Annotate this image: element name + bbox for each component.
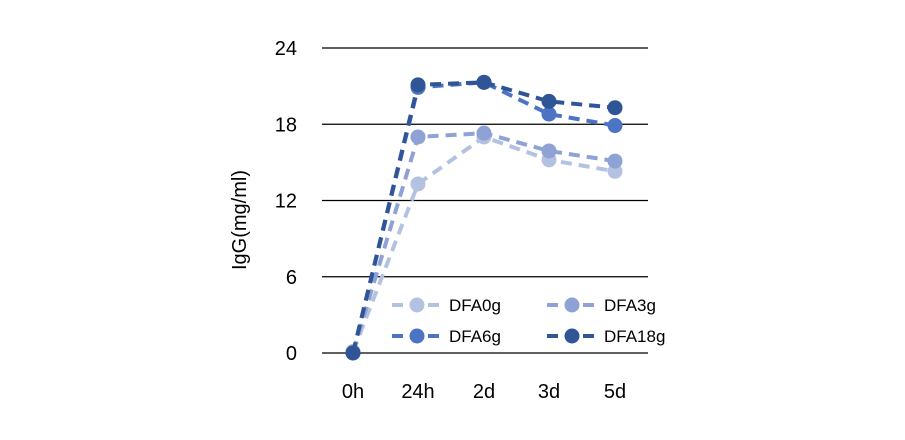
- legend-swatch-marker: [564, 328, 580, 344]
- series-line: [351, 131, 616, 353]
- data-point: [607, 118, 623, 134]
- y-tick-label: 18: [275, 114, 297, 136]
- legend-swatch-marker: [564, 297, 580, 313]
- y-axis-title: IgG(mg/ml): [229, 170, 251, 270]
- y-tick-label: 24: [275, 38, 297, 60]
- x-tick-label: 24h: [401, 381, 434, 403]
- data-point: [410, 129, 426, 145]
- series-DFA6g: [345, 74, 623, 361]
- data-point: [541, 106, 557, 122]
- data-point: [410, 77, 426, 93]
- data-point: [476, 125, 492, 141]
- legend-label: DFA0g: [449, 296, 501, 315]
- x-tick-label: 3d: [538, 381, 560, 403]
- legend-swatch-marker: [409, 297, 425, 313]
- series-DFA18g: [345, 74, 623, 361]
- legend-label: DFA3g: [604, 296, 656, 315]
- data-point: [345, 345, 361, 361]
- legend-item: DFA18g: [547, 327, 665, 346]
- series-lines: [345, 74, 623, 361]
- data-point: [607, 153, 623, 169]
- legend-label: DFA18g: [604, 327, 665, 346]
- y-tick-label: 6: [286, 267, 297, 289]
- x-tick-label: 2d: [473, 381, 495, 403]
- legend-item: DFA3g: [547, 296, 656, 315]
- data-point: [476, 74, 492, 90]
- x-tick-labels: 0h 24h 2d 3d 5d: [342, 381, 626, 403]
- data-point: [607, 100, 623, 116]
- data-point: [541, 93, 557, 109]
- y-tick-label: 0: [286, 343, 297, 365]
- legend-item: DFA6g: [392, 327, 501, 346]
- x-tick-label: 5d: [604, 381, 626, 403]
- legend-label: DFA6g: [449, 327, 501, 346]
- series-DFA3g: [345, 125, 623, 360]
- y-tick-label: 12: [275, 191, 297, 213]
- legend: DFA0g DFA3g DFA6g DFA18g: [392, 296, 665, 346]
- series-line: [351, 80, 616, 354]
- series-line: [351, 134, 616, 353]
- data-point: [410, 176, 426, 192]
- y-tick-labels: 0 6 12 18 24: [275, 38, 297, 365]
- legend-item: DFA0g: [392, 296, 501, 315]
- data-point: [541, 143, 557, 159]
- x-tick-label: 0h: [342, 381, 364, 403]
- legend-swatch-marker: [409, 328, 425, 344]
